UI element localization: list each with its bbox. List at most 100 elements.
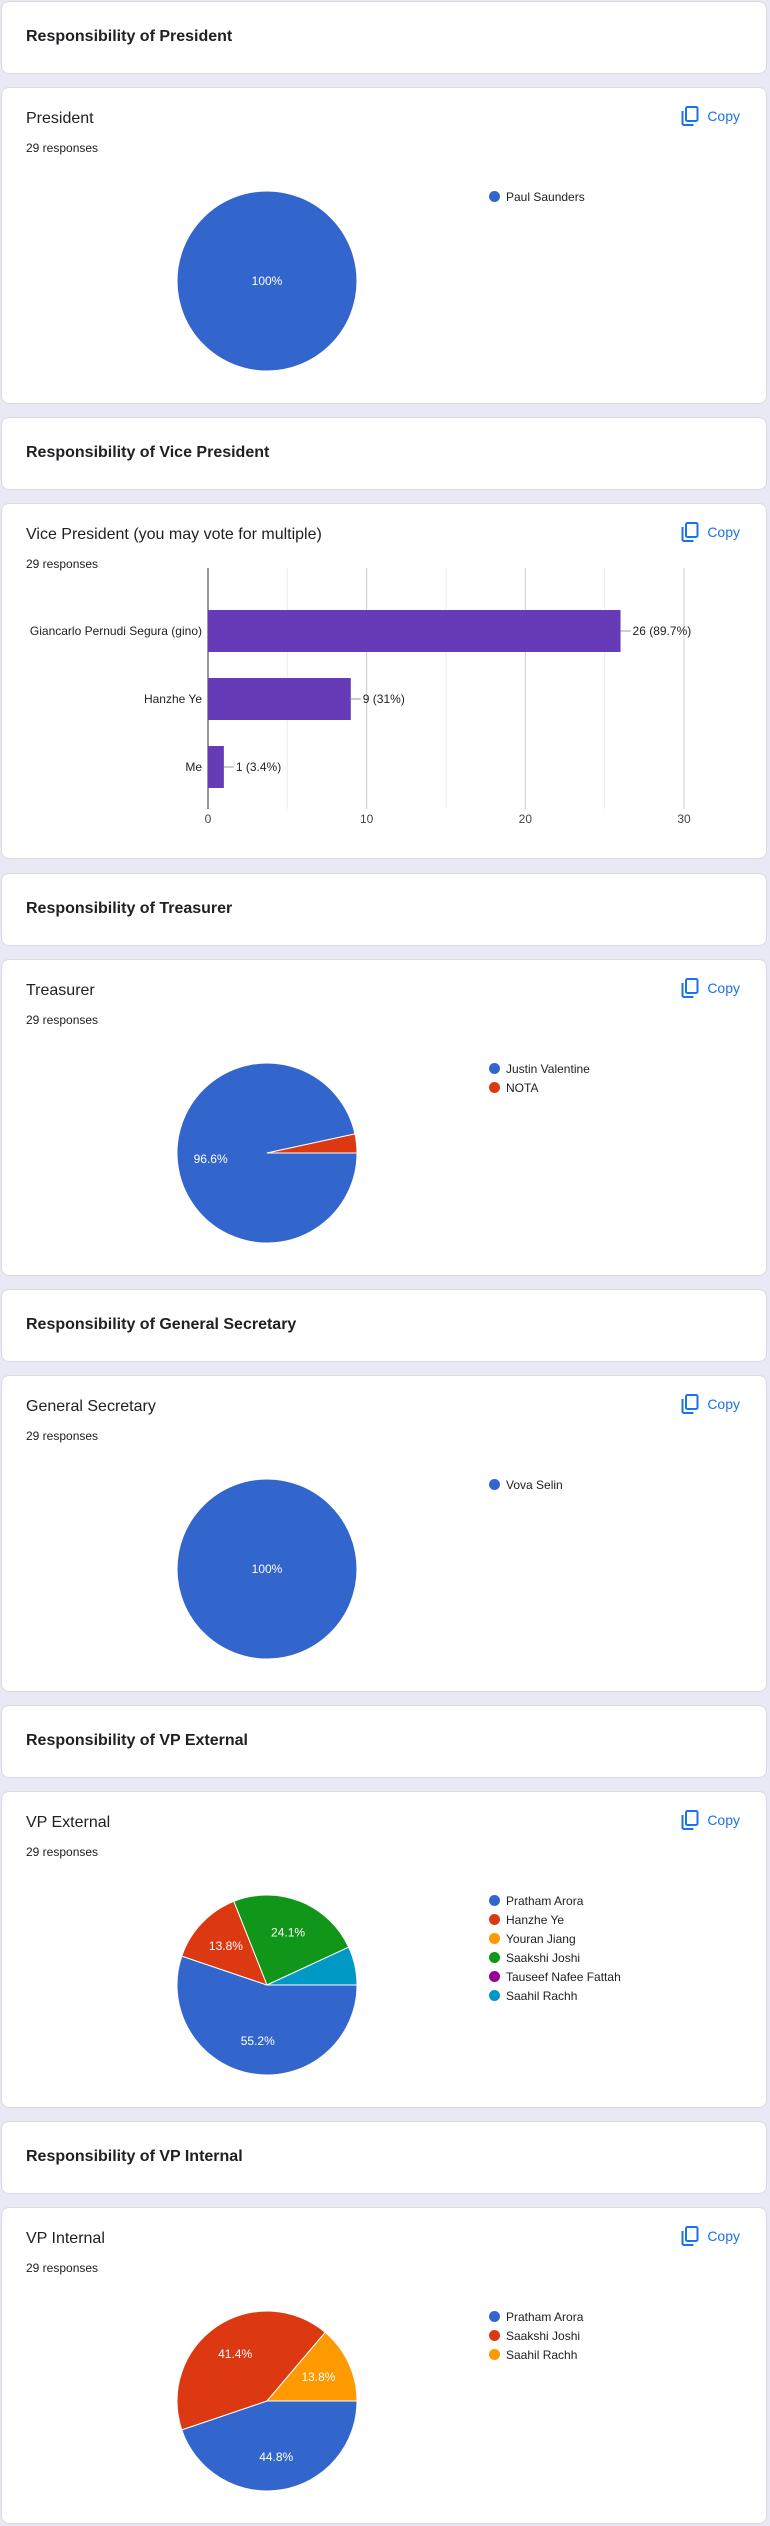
legend-label: Tauseef Nafee Fattah — [506, 1969, 621, 1984]
copy-icon — [681, 2226, 699, 2246]
legend-item[interactable]: Saahil Rachh — [489, 2345, 583, 2364]
pie-slice-saakshi-joshi[interactable] — [176, 2310, 326, 2431]
copy-label: Copy — [707, 108, 740, 124]
question-title: Treasurer — [26, 982, 95, 999]
legend-item[interactable]: Youran Jiang — [489, 1929, 621, 1948]
pie-slice-label: 55.2% — [241, 2034, 275, 2048]
question-title: Vice President (you may vote for multipl… — [26, 526, 322, 543]
question-card-vice-president: Giancarlo Pernudi Segura (gino) 26 (89.7%… — [1, 503, 767, 859]
copy-icon — [681, 106, 699, 126]
legend-item[interactable]: NOTA — [489, 1078, 590, 1097]
pie-slice-saahil-rachh[interactable] — [266, 1946, 358, 1986]
section-title: Responsibility of Vice President — [26, 444, 270, 461]
legend-label: NOTA — [506, 1080, 539, 1095]
section-title: Responsibility of VP External — [26, 1732, 248, 1749]
legend-swatch — [489, 1952, 500, 1963]
copy-chart-button[interactable]: Copy — [681, 106, 740, 126]
question-card-general-secretary: 100% General Secretary 29 responses Copy… — [1, 1375, 767, 1692]
legend-label: Pratham Arora — [506, 2309, 584, 2324]
legend-item[interactable]: Vova Selin — [489, 1475, 563, 1494]
pie-slice-nota[interactable] — [266, 1133, 358, 1154]
legend-label: Hanzhe Ye — [506, 1912, 565, 1927]
legend-item[interactable]: Tauseef Nafee Fattah — [489, 1967, 621, 1986]
pie-chart: 100% — [176, 1478, 358, 1660]
chart-legend: Vova Selin — [489, 1475, 563, 1494]
pie-slice-paul-saunders[interactable] — [176, 190, 358, 372]
copy-chart-button[interactable]: Copy — [681, 1394, 740, 1414]
pie-slice-vova-selin[interactable] — [176, 1478, 358, 1660]
question-title: VP Internal — [26, 2230, 105, 2247]
pie-slice-hanzhe-ye[interactable] — [181, 1900, 268, 1986]
copy-label: Copy — [707, 524, 740, 540]
bar-data-label: 9 (31%) — [363, 692, 405, 706]
response-count: 29 responses — [26, 141, 99, 155]
legend-swatch — [489, 2330, 500, 2341]
pie-slice-label: 24.1% — [271, 1925, 305, 1939]
bar-category-label: Me — [185, 760, 202, 774]
legend-label: Vova Selin — [506, 1477, 563, 1492]
section-header-president: Responsibility of President — [1, 1, 767, 74]
question-card-treasurer: 96.6% Treasurer 29 responses Copy Justin… — [1, 959, 767, 1276]
pie-chart: 96.6% — [176, 1062, 358, 1244]
legend-swatch — [489, 1933, 500, 1944]
copy-label: Copy — [707, 2228, 740, 2244]
copy-chart-button[interactable]: Copy — [681, 2226, 740, 2246]
section-title: Responsibility of VP Internal — [26, 2148, 243, 2165]
pie-chart: 100% — [176, 190, 358, 372]
question-title: President — [26, 110, 94, 127]
question-card-vp-external: 55.2% 13.8% 24.1% VP External 29 responses… — [1, 1791, 767, 2108]
legend-label: Saakshi Joshi — [506, 2328, 581, 2343]
x-tick-label: 10 — [360, 812, 374, 826]
legend-item[interactable]: Saakshi Joshi — [489, 2326, 583, 2345]
question-title: General Secretary — [26, 1398, 156, 1415]
bar-chart: Giancarlo Pernudi Segura (gino) 26 (89.7%… — [30, 568, 692, 826]
legend-item[interactable]: Saahil Rachh — [489, 1986, 621, 2005]
section-title: Responsibility of President — [26, 28, 233, 45]
copy-chart-button[interactable]: Copy — [681, 978, 740, 998]
legend-swatch — [489, 191, 500, 202]
legend-item[interactable]: Justin Valentine — [489, 1059, 590, 1078]
legend-label: Youran Jiang — [506, 1931, 576, 1946]
x-tick-label: 20 — [519, 812, 533, 826]
copy-label: Copy — [707, 1812, 740, 1828]
copy-icon — [681, 1394, 699, 1414]
copy-icon — [681, 978, 699, 998]
chart-legend: Pratham Arora Hanzhe Ye Youran Jiang Saaksh… — [489, 1891, 621, 2005]
legend-swatch — [489, 2349, 500, 2360]
bar-data-label: 26 (89.7%) — [633, 624, 692, 638]
pie-slice-saahil-rachh[interactable] — [265, 2331, 358, 2402]
legend-swatch — [489, 1990, 500, 2001]
legend-swatch — [489, 1971, 500, 1982]
chart-legend: Paul Saunders — [489, 187, 585, 206]
legend-swatch — [489, 1479, 500, 1490]
bar-hanzhe-ye[interactable] — [208, 678, 351, 720]
legend-swatch — [489, 1082, 500, 1093]
legend-item[interactable]: Pratham Arora — [489, 1891, 621, 1910]
section-title: Responsibility of General Secretary — [26, 1316, 297, 1333]
pie-slice-saakshi-joshi[interactable] — [233, 1894, 350, 1986]
bar-giancarlo-pernudi-segura-gino[interactable] — [208, 610, 621, 652]
legend-label: Saahil Rachh — [506, 2347, 578, 2362]
legend-label: Saakshi Joshi — [506, 1950, 581, 1965]
response-count: 29 responses — [26, 2261, 99, 2275]
legend-swatch — [489, 1914, 500, 1925]
response-count: 29 responses — [26, 1845, 99, 1859]
pie-slice-pratham-arora[interactable] — [181, 2400, 358, 2492]
pie-slice-label: 96.6% — [194, 1152, 228, 1166]
legend-label: Saahil Rachh — [506, 1988, 578, 2003]
legend-item[interactable]: Paul Saunders — [489, 187, 585, 206]
section-header-vp-internal: Responsibility of VP Internal — [1, 2121, 767, 2194]
copy-icon — [681, 522, 699, 542]
pie-slice-pratham-arora[interactable] — [176, 1955, 358, 2076]
copy-chart-button[interactable]: Copy — [681, 522, 740, 542]
legend-item[interactable]: Pratham Arora — [489, 2307, 583, 2326]
bar-me[interactable] — [208, 746, 224, 788]
copy-chart-button[interactable]: Copy — [681, 1810, 740, 1830]
x-tick-label: 0 — [205, 812, 212, 826]
section-title: Responsibility of Treasurer — [26, 900, 233, 917]
pie-slice-label: 41.4% — [218, 2347, 252, 2361]
section-header-vice-president: Responsibility of Vice President — [1, 417, 767, 490]
legend-item[interactable]: Saakshi Joshi — [489, 1948, 621, 1967]
legend-item[interactable]: Hanzhe Ye — [489, 1910, 621, 1929]
response-count: 29 responses — [26, 557, 99, 571]
